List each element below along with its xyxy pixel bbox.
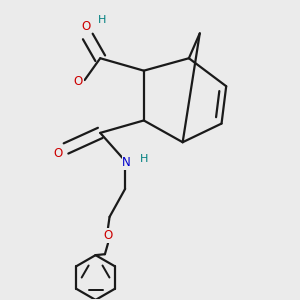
Text: H: H <box>140 154 148 164</box>
Text: O: O <box>74 75 83 88</box>
Text: N: N <box>122 156 131 169</box>
Text: O: O <box>54 147 63 160</box>
Text: O: O <box>103 229 112 242</box>
Text: H: H <box>98 15 106 25</box>
Text: O: O <box>82 20 91 33</box>
